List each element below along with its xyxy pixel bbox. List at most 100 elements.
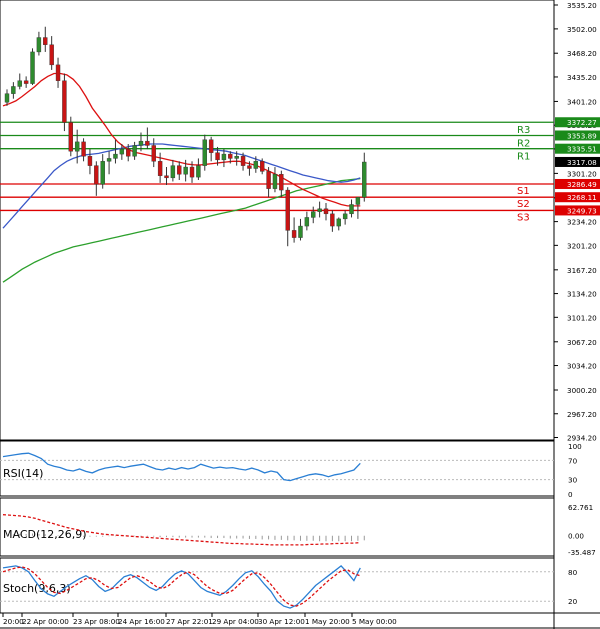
candle-body (279, 174, 284, 191)
candle-body (49, 44, 54, 66)
candle-body (183, 166, 188, 175)
price-tick-label: 3535.20 (567, 1, 597, 10)
time-tick-label: 27 Apr 22:01 (166, 617, 213, 626)
candle-body (36, 37, 42, 53)
rsi-line (2, 452, 361, 482)
rsi-tick-label: 100 (568, 442, 582, 451)
price-tick-label: 3034.20 (567, 362, 597, 371)
candle-body (221, 153, 227, 161)
support-resistance-levels: R3 R2 R1 S1 S2 S3 (0, 121, 554, 223)
candle-body (81, 141, 86, 157)
candle-body (355, 197, 361, 205)
level-tag-r1: 3335.51 (567, 145, 597, 154)
candle-body (208, 139, 214, 153)
rsi-tick-label: 0 (568, 490, 573, 499)
candle-body (55, 64, 61, 81)
candle-body (311, 211, 316, 218)
candle-body (247, 165, 252, 169)
level-tag-s3-bg (555, 205, 600, 216)
time-tick-label: 20:00 (3, 617, 24, 626)
price-tick-label: 3401.20 (567, 97, 597, 106)
price-tick-label: 3067.20 (567, 338, 597, 347)
price-tags: 3372.27 3353.89 3335.51 3286.49 3268.11 3249.… (555, 117, 600, 216)
price-tick-label: 3134.20 (567, 290, 597, 299)
macd-label: MACD(12,26,9) (3, 528, 87, 541)
price-tick-label: 3468.20 (567, 49, 597, 58)
candle-body (349, 204, 354, 215)
candle-body (17, 80, 22, 87)
candle-body (266, 171, 271, 189)
candlesticks (4, 26, 367, 247)
price-axis: 3535.203502.003468.203435.203401.203368.… (554, 1, 597, 443)
price-tick-label: 3234.20 (567, 218, 597, 227)
candle-body (317, 208, 322, 212)
level-name-s1: S1 (517, 186, 530, 197)
candle-body (336, 218, 341, 227)
candle-body (106, 158, 112, 162)
price-tick-label: 2934.20 (567, 434, 597, 443)
price-tick-label: 3502.00 (567, 25, 597, 34)
macd-tick-label: 62.761 (568, 503, 593, 512)
price-tick-label: 3167.20 (567, 266, 597, 275)
price-panel-frame (0, 0, 555, 441)
macd-signal-line (2, 514, 361, 546)
level-tag-r1-bg (555, 143, 600, 154)
candle-body (100, 161, 105, 185)
candle-body (126, 148, 131, 157)
stoch-panel-frame (0, 557, 555, 614)
price-tick-label: 2967.20 (567, 410, 597, 419)
candle-body (260, 161, 265, 172)
candle-body (298, 225, 303, 238)
candle-body (113, 153, 118, 159)
price-tick-label: 3000.20 (567, 386, 597, 395)
candle-body (291, 230, 297, 238)
time-tick-label: 29 Apr 04:00 (212, 617, 259, 626)
level-tag-s1-bg (555, 178, 600, 189)
candle-body (151, 145, 156, 162)
time-tick-label: 23 Apr 08:00 (73, 617, 120, 626)
time-tick-label: 1 May 20:00 (305, 617, 350, 626)
price-tick-label: 3301.20 (567, 169, 597, 178)
candle-body (228, 153, 233, 159)
level-tag-s1: 3286.49 (567, 180, 597, 189)
candle-body (196, 165, 201, 178)
candle-body (145, 140, 150, 146)
level-tag-r2: 3353.89 (567, 131, 597, 140)
candle-body (330, 213, 335, 227)
time-tick-label: 22 Apr 00:00 (22, 617, 69, 626)
rsi-tick-label: 30 (568, 476, 578, 485)
price-tick-label: 3101.20 (567, 313, 597, 322)
rsi-panel-frame (0, 440, 555, 497)
level-tag-r3: 3372.27 (567, 118, 597, 127)
current-price-tag: 3317.08 (567, 158, 597, 167)
candle-body (240, 156, 246, 166)
candle-body (189, 166, 195, 178)
candle-body (74, 141, 80, 152)
candle-body (362, 161, 367, 198)
stoch-tick-label: 80 (568, 568, 578, 577)
candle-body (43, 37, 48, 45)
candle-body (272, 174, 278, 189)
stoch-k-line (2, 565, 361, 609)
macd-panel: MACD(12,26,9) 62.761 0.00 -35.487 (2, 503, 596, 557)
moving-averages (2, 72, 361, 283)
rsi-panel: RSI(14) 100 70 30 0 (0, 442, 582, 499)
candle-body (285, 189, 290, 231)
macd-tick-label: -35.487 (568, 548, 596, 557)
candle-body (68, 122, 74, 152)
time-tick-label: 24 Apr 16:00 (118, 617, 165, 626)
level-tag-r3-bg (555, 117, 600, 128)
sma-blue-line (2, 143, 361, 229)
level-name-r3: R3 (517, 125, 530, 136)
stoch-tick-label: 20 (568, 597, 578, 606)
level-name-r1: R1 (517, 152, 530, 163)
candle-body (30, 51, 35, 84)
candle-body (177, 165, 182, 175)
rsi-tick-label: 70 (568, 456, 578, 465)
level-tag-s2: 3268.11 (567, 193, 597, 202)
macd-tick-label: 0.00 (568, 532, 584, 541)
time-tick-label: 30 Apr 12:00 (258, 617, 305, 626)
level-name-r2: R2 (517, 138, 530, 149)
